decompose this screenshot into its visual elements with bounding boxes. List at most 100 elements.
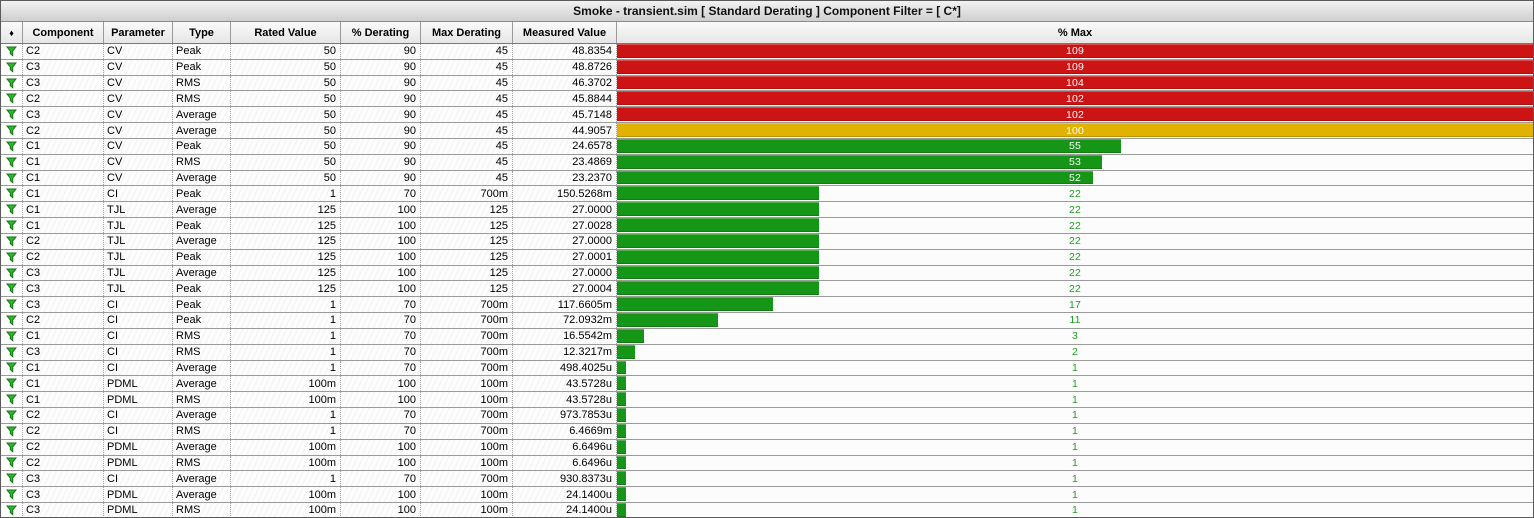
pct-max-bar — [617, 249, 819, 264]
table-row[interactable]: C1 CV Peak 50 90 45 24.6578 55 — [1, 138, 1533, 155]
table-row[interactable]: C3 TJL Peak 125 100 125 27.0004 22 — [1, 281, 1533, 298]
table-header: ♦ Component Parameter Type Rated Value %… — [1, 22, 1533, 44]
pct-max-value: 1 — [1071, 504, 1079, 517]
table-row[interactable]: C2 TJL Peak 125 100 125 27.0001 22 — [1, 249, 1533, 266]
row-status-cell — [1, 59, 23, 75]
parameter-cell: TJL — [104, 249, 173, 265]
table-row[interactable]: C1 CV Average 50 90 45 23.2370 52 — [1, 170, 1533, 187]
pct-max-cell: 1 — [617, 360, 1533, 376]
type-cell: Average — [173, 376, 231, 392]
table-row[interactable]: C1 PDML Average 100m 100 100m 43.5728u 1 — [1, 376, 1533, 393]
row-status-cell — [1, 360, 23, 376]
row-status-cell — [1, 423, 23, 439]
component-cell: C2 — [23, 233, 104, 249]
pct-derating-cell: 70 — [341, 186, 421, 202]
table-row[interactable]: C2 PDML Average 100m 100 100m 6.6496u 1 — [1, 439, 1533, 456]
type-cell: Average — [173, 471, 231, 487]
pct-max-cell: 104 — [617, 75, 1533, 91]
pass-filter-icon — [6, 267, 17, 279]
table-row[interactable]: C3 CV Average 50 90 45 45.7148 102 — [1, 107, 1533, 124]
pct-max-cell: 1 — [617, 376, 1533, 392]
page-title: Smoke - transient.sim [ Standard Deratin… — [573, 4, 961, 18]
parameter-cell: TJL — [104, 218, 173, 233]
pass-filter-icon — [6, 220, 17, 231]
component-cell: C2 — [23, 408, 104, 423]
table-row[interactable]: C3 TJL Average 125 100 125 27.0000 22 — [1, 265, 1533, 282]
pct-max-cell: 22 — [617, 233, 1533, 249]
pct-max-value: 22 — [1068, 282, 1082, 295]
table-row[interactable]: C3 CV Peak 50 90 45 48.8726 109 — [1, 59, 1533, 76]
column-header-status[interactable]: ♦ — [1, 22, 23, 43]
pass-filter-icon — [6, 410, 17, 421]
parameter-cell: CV — [104, 170, 173, 186]
table-row[interactable]: C2 CI Average 1 70 700m 973.7853u 1 — [1, 408, 1533, 424]
column-header-rated-value[interactable]: Rated Value — [231, 22, 341, 43]
component-cell: C3 — [23, 503, 104, 517]
table-row[interactable]: C2 CI Peak 1 70 700m 72.0932m 11 — [1, 313, 1533, 329]
pct-derating-cell: 70 — [341, 328, 421, 344]
table-row[interactable]: C3 PDML RMS 100m 100 100m 24.1400u 1 — [1, 503, 1533, 517]
pct-max-bar — [617, 344, 636, 359]
column-header-component[interactable]: Component — [23, 22, 104, 43]
table-row[interactable]: C2 CV RMS 50 90 45 45.8844 102 — [1, 91, 1533, 108]
parameter-cell: PDML — [104, 487, 173, 503]
pct-derating-cell: 100 — [341, 503, 421, 517]
component-cell: C2 — [23, 123, 104, 138]
table-row[interactable]: C2 CV Peak 50 90 45 48.8354 109 — [1, 44, 1533, 60]
row-status-cell — [1, 297, 23, 313]
parameter-cell: PDML — [104, 376, 173, 392]
table-row[interactable]: C3 CI RMS 1 70 700m 12.3217m 2 — [1, 344, 1533, 361]
max-derating-cell: 45 — [421, 154, 513, 170]
pct-derating-cell: 70 — [341, 423, 421, 439]
table-row[interactable]: C1 CV RMS 50 90 45 23.4869 53 — [1, 154, 1533, 171]
pct-max-bar — [617, 170, 1094, 185]
rated-value-cell: 50 — [231, 154, 341, 170]
pct-derating-cell: 70 — [341, 360, 421, 376]
table-row[interactable]: C3 CI Peak 1 70 700m 117.6605m 17 — [1, 297, 1533, 314]
table-row[interactable]: C1 PDML RMS 100m 100 100m 43.5728u 1 — [1, 392, 1533, 409]
table-row[interactable]: C1 CI Peak 1 70 700m 150.5268m 22 — [1, 186, 1533, 203]
table-row[interactable]: C3 CV RMS 50 90 45 46.3702 104 — [1, 75, 1533, 92]
table-row[interactable]: C3 PDML Average 100m 100 100m 24.1400u 1 — [1, 487, 1533, 504]
rated-value-cell: 100m — [231, 439, 341, 455]
max-derating-cell: 700m — [421, 344, 513, 360]
row-status-cell — [1, 281, 23, 297]
parameter-cell: CI — [104, 408, 173, 423]
component-cell: C2 — [23, 439, 104, 455]
table-row[interactable]: C1 CI RMS 1 70 700m 16.5542m 3 — [1, 328, 1533, 345]
column-header-max-derating[interactable]: Max Derating — [421, 22, 513, 43]
rated-value-cell: 100m — [231, 487, 341, 503]
pass-filter-icon — [6, 109, 17, 120]
measured-value-cell: 930.8373u — [513, 471, 617, 487]
table-row[interactable]: C2 CV Average 50 90 45 44.9057 100 — [1, 123, 1533, 139]
table-row[interactable]: C3 CI Average 1 70 700m 930.8373u 1 — [1, 471, 1533, 488]
pct-max-cell: 1 — [617, 408, 1533, 423]
pct-max-bar — [617, 91, 1533, 106]
parameter-cell: CI — [104, 328, 173, 344]
pass-filter-icon — [6, 505, 17, 516]
table-row[interactable]: C2 TJL Average 125 100 125 27.0000 22 — [1, 233, 1533, 250]
component-cell: C2 — [23, 249, 104, 265]
rated-value-cell: 125 — [231, 202, 341, 218]
parameter-cell: CV — [104, 107, 173, 123]
pct-max-bar — [617, 59, 1533, 74]
column-header-type[interactable]: Type — [173, 22, 231, 43]
pct-max-cell: 1 — [617, 503, 1533, 517]
pct-max-value: 22 — [1068, 219, 1082, 232]
pass-filter-icon — [6, 378, 17, 390]
pct-max-value: 3 — [1071, 330, 1079, 343]
column-header-pct-derating[interactable]: % Derating — [341, 22, 421, 43]
table-row[interactable]: C1 CI Average 1 70 700m 498.4025u 1 — [1, 360, 1533, 377]
table-row[interactable]: C2 PDML RMS 100m 100 100m 6.6496u 1 — [1, 455, 1533, 472]
pct-max-cell: 11 — [617, 313, 1533, 328]
column-header-parameter[interactable]: Parameter — [104, 22, 173, 43]
pct-max-value: 53 — [1068, 156, 1082, 169]
pass-filter-icon — [6, 172, 17, 184]
column-header-pct-max[interactable]: % Max — [1057, 26, 1093, 39]
table-row[interactable]: C1 TJL Average 125 100 125 27.0000 22 — [1, 202, 1533, 219]
pct-derating-cell: 100 — [341, 376, 421, 392]
type-cell: Peak — [173, 44, 231, 59]
table-row[interactable]: C1 TJL Peak 125 100 125 27.0028 22 — [1, 218, 1533, 234]
column-header-measured-value[interactable]: Measured Value — [513, 22, 617, 43]
table-row[interactable]: C2 CI RMS 1 70 700m 6.4669m 1 — [1, 423, 1533, 440]
